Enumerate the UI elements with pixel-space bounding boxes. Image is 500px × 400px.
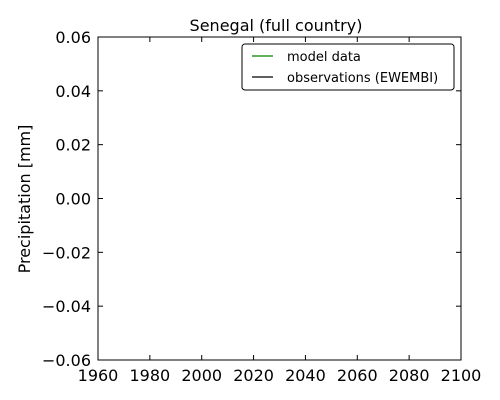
y-tick-label: −0.02 <box>42 243 91 262</box>
legend-label: observations (EWEMBI) <box>287 71 438 86</box>
x-tick-label: 2060 <box>337 366 378 385</box>
legend-label: model data <box>287 50 361 65</box>
x-tick-label: 2000 <box>181 366 222 385</box>
y-tick-label: −0.04 <box>42 297 91 316</box>
y-tick-label: −0.06 <box>42 351 91 370</box>
plot-frame <box>97 36 462 361</box>
x-axis: 1960 1980 2000 2020 2040 2060 2080 2100 <box>78 37 482 385</box>
y-axis: −0.06 −0.04 −0.02 0.00 0.02 0.04 0.06 <box>42 28 461 370</box>
y-tick-label: 0.02 <box>55 136 91 155</box>
y-axis-label: Precipitation [mm] <box>15 125 34 274</box>
x-tick-label: 2020 <box>233 366 274 385</box>
chart-title: Senegal (full country) <box>190 16 363 35</box>
legend: model data observations (EWEMBI) <box>241 43 455 91</box>
x-tick-label: 2100 <box>441 366 482 385</box>
plot-area <box>97 36 462 361</box>
y-tick-label: 0.04 <box>55 82 91 101</box>
y-tick-label: 0.06 <box>55 28 91 47</box>
x-tick-label: 2040 <box>285 366 326 385</box>
x-tick-label: 2080 <box>389 366 430 385</box>
legend-box <box>241 43 455 91</box>
y-tick-label: 0.00 <box>55 190 91 209</box>
x-tick-label: 1980 <box>129 366 170 385</box>
x-tick-label: 1960 <box>78 366 119 385</box>
legend-entries: model data observations (EWEMBI) <box>252 50 438 86</box>
